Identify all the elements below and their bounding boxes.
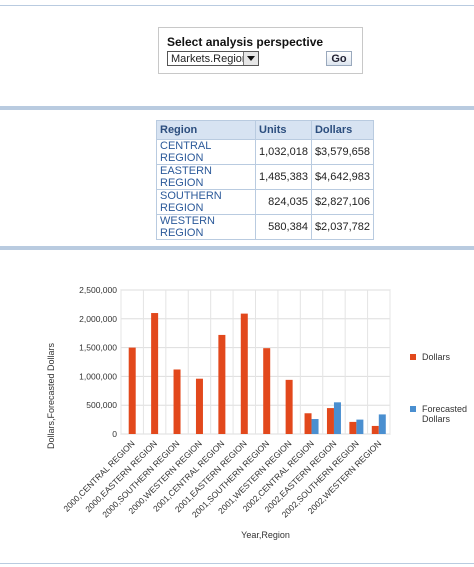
- y-tick-label: 1,500,000: [79, 343, 117, 353]
- units-cell: 1,032,018: [255, 139, 312, 165]
- legend-swatch-forecasted: [410, 406, 416, 412]
- bar-dollars: [263, 348, 271, 434]
- chevron-down-icon[interactable]: [243, 52, 258, 65]
- dollars-cell: $2,037,782: [310, 214, 375, 240]
- dollars-cell: $2,827,106: [310, 189, 375, 215]
- top-divider: [0, 5, 474, 6]
- y-tick-label: 0: [112, 429, 117, 439]
- bar-forecasted-dollars: [378, 414, 386, 434]
- units-cell: 1,485,383: [255, 164, 312, 190]
- y-axis-label: Dollars,Forecasted Dollars: [46, 342, 56, 449]
- bottom-divider: [0, 563, 474, 564]
- perspective-select-value: Markets.Region: [171, 53, 249, 65]
- x-axis-label: Year,Region: [241, 530, 290, 540]
- y-tick-label: 2,000,000: [79, 314, 117, 324]
- go-button[interactable]: Go: [326, 51, 352, 66]
- region-link[interactable]: SOUTHERN REGION: [156, 189, 256, 215]
- bar-dollars: [128, 347, 136, 434]
- section-divider-2: [0, 246, 474, 250]
- y-tick-label: 1,000,000: [79, 371, 117, 381]
- bar-forecasted-dollars: [356, 419, 364, 434]
- bar-forecasted-dollars: [333, 402, 341, 434]
- units-cell: 824,035: [255, 189, 312, 215]
- column-header-dollars[interactable]: Dollars: [310, 120, 375, 140]
- bar-dollars: [285, 379, 293, 434]
- table-row: CENTRAL REGION 1,032,018 $3,579,658: [156, 139, 375, 165]
- bar-dollars: [195, 378, 203, 434]
- legend-label-forecasted: Forecasted Dollars: [422, 404, 468, 424]
- bar-dollars: [218, 334, 226, 434]
- bar-dollars: [371, 425, 379, 434]
- bar-dollars: [326, 408, 334, 434]
- perspective-title: Select analysis perspective: [167, 35, 324, 49]
- section-divider-1: [0, 106, 474, 110]
- table-row: SOUTHERN REGION 824,035 $2,827,106: [156, 189, 375, 215]
- bar-dollars: [173, 369, 181, 434]
- legend-swatch-dollars: [410, 354, 416, 360]
- bar-dollars: [151, 313, 159, 434]
- bar-dollars: [240, 313, 248, 434]
- dollars-cell: $4,642,983: [310, 164, 375, 190]
- bar-forecasted-dollars: [311, 419, 319, 434]
- units-cell: 580,384: [255, 214, 312, 240]
- column-header-region[interactable]: Region: [156, 120, 256, 140]
- column-header-units[interactable]: Units: [255, 120, 312, 140]
- y-tick-label: 2,500,000: [79, 285, 117, 295]
- region-link[interactable]: EASTERN REGION: [156, 164, 256, 190]
- region-link[interactable]: WESTERN REGION: [156, 214, 256, 240]
- legend-label-dollars: Dollars: [422, 352, 451, 362]
- perspective-select[interactable]: Markets.Region: [167, 51, 259, 66]
- table-row: WESTERN REGION 580,384 $2,037,782: [156, 214, 375, 240]
- table-header-row: Region Units Dollars: [156, 120, 375, 140]
- perspective-panel: Select analysis perspective Markets.Regi…: [158, 27, 363, 74]
- dollars-bar-chart: 0 500,000 1,000,000 1,500,000 2,000,000 2,500…: [46, 285, 391, 540]
- bar-dollars: [304, 413, 312, 434]
- region-link[interactable]: CENTRAL REGION: [156, 139, 256, 165]
- y-tick-label: 500,000: [86, 400, 117, 410]
- region-table: Region Units Dollars CENTRAL REGION 1,03…: [156, 120, 375, 240]
- dollars-cell: $3,579,658: [310, 139, 375, 165]
- bar-dollars: [349, 421, 357, 434]
- table-row: EASTERN REGION 1,485,383 $4,642,983: [156, 164, 375, 190]
